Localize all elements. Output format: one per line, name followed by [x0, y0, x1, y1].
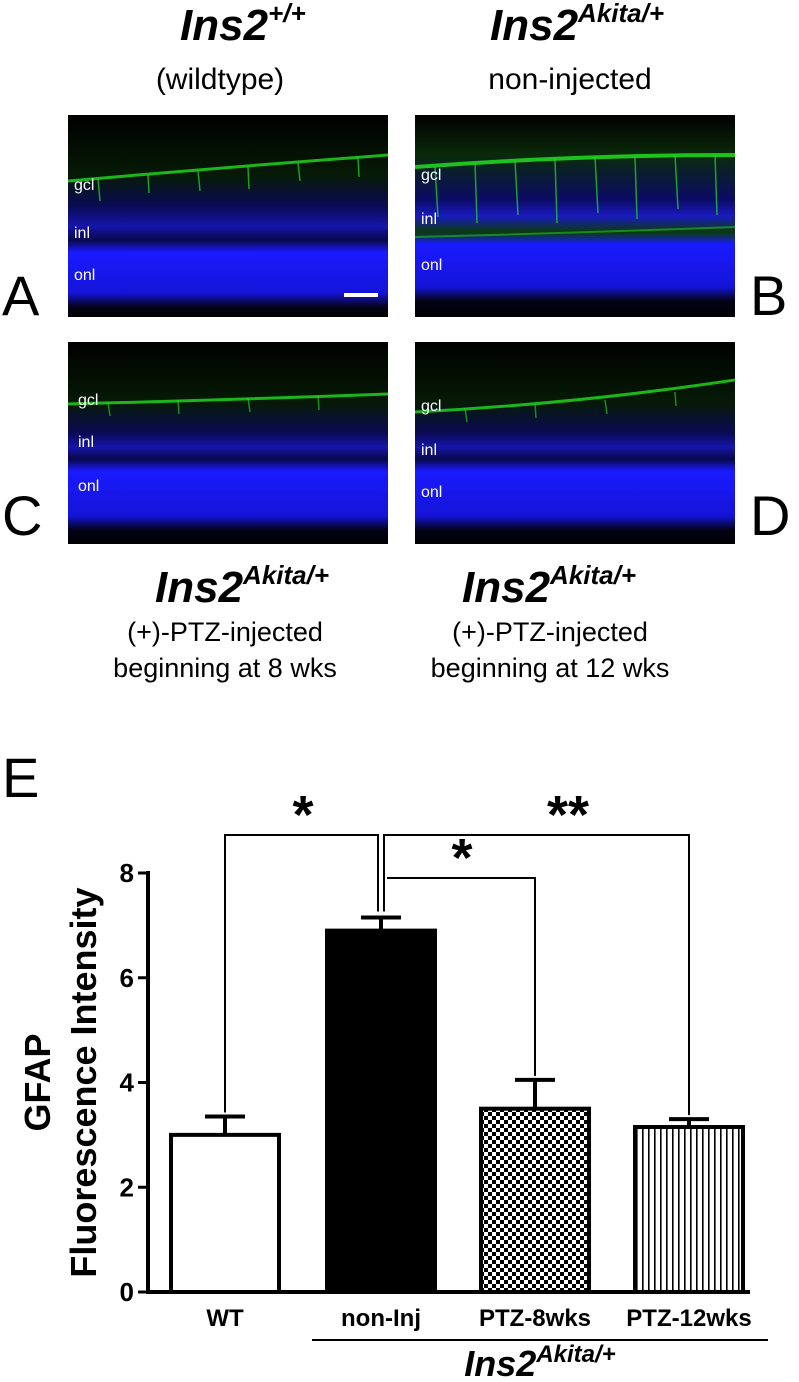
layer-label-gcl: gcl: [421, 398, 442, 415]
significance-label: *: [451, 828, 472, 888]
micrograph-c: gcl inl onl: [68, 342, 388, 544]
layer-label-gcl: gcl: [74, 177, 95, 194]
x-tick-label: non-Inj: [341, 1305, 421, 1332]
panel-letter-b: B: [750, 264, 788, 327]
y-tick-label: 0: [120, 1277, 134, 1307]
micrograph-a: gcl inl onl: [68, 115, 388, 317]
subtitle-wildtype: (wildtype): [155, 63, 285, 96]
layer-label-inl: inl: [74, 225, 91, 242]
panel-letter-d: D: [750, 484, 791, 547]
y-tick-label: 2: [120, 1172, 134, 1202]
title-ptz-12wks: Ins2Akita/+: [462, 560, 637, 612]
y-tick-label: 4: [120, 1068, 135, 1098]
group-label: Ins2Akita/+: [464, 1341, 615, 1382]
layer-label-onl: onl: [421, 257, 443, 274]
bar-non-inj: [325, 928, 437, 1295]
y-tick-label: 6: [120, 963, 134, 993]
title-non-injected: Ins2Akita/+: [490, 0, 665, 50]
subtitle-ptz-12wks: (+)-PTZ-injected beginning at 12 wks: [430, 617, 670, 684]
layer-label-onl: onl: [78, 478, 100, 495]
significance-bracket: [224, 834, 379, 1113]
significance-bracket: [387, 877, 536, 1076]
significance-label: **: [547, 785, 589, 845]
layer-label-inl: inl: [78, 434, 95, 451]
micrograph-d: gcl inl onl: [415, 342, 735, 544]
y-axis-label-line2: Fluorescence Intensity: [63, 887, 104, 1277]
bar-ptz-8wks: [479, 1106, 591, 1294]
layer-label-onl: onl: [74, 267, 96, 284]
layer-label-onl: onl: [421, 484, 443, 501]
subtitle-non-injected: non-injected: [488, 63, 652, 96]
y-tick-label: 8: [120, 858, 134, 888]
significance-bracket: [383, 834, 690, 1116]
subtitle-ptz-8wks: (+)-PTZ-injected beginning at 8 wks: [113, 617, 337, 684]
layer-label-gcl: gcl: [421, 167, 442, 184]
micrograph-b: gcl inl onl: [415, 115, 735, 317]
panel-letter-e: E: [2, 746, 40, 809]
y-axis-label-line1: GFAP: [17, 1033, 58, 1131]
bar-chart: 0 2 4 6 8 GFAP Fluorescence Intensity WT non-Inj…: [17, 785, 768, 1382]
bar-wt: [169, 1132, 281, 1294]
panel-letter-a: A: [2, 264, 40, 327]
layer-label-inl: inl: [421, 211, 438, 228]
scale-bar: [344, 293, 378, 297]
layer-label-inl: inl: [421, 442, 438, 459]
x-tick-label: PTZ-8wks: [479, 1305, 591, 1332]
title-wildtype: Ins2+/+: [180, 0, 306, 50]
significance-label: *: [292, 785, 313, 845]
bar-ptz-12wks: [633, 1125, 745, 1294]
title-ptz-8wks: Ins2Akita/+: [155, 560, 330, 612]
layer-label-gcl: gcl: [78, 392, 99, 409]
panel-letter-c: C: [2, 484, 43, 547]
x-tick-label: WT: [206, 1305, 244, 1332]
x-tick-label: PTZ-12wks: [626, 1305, 751, 1332]
